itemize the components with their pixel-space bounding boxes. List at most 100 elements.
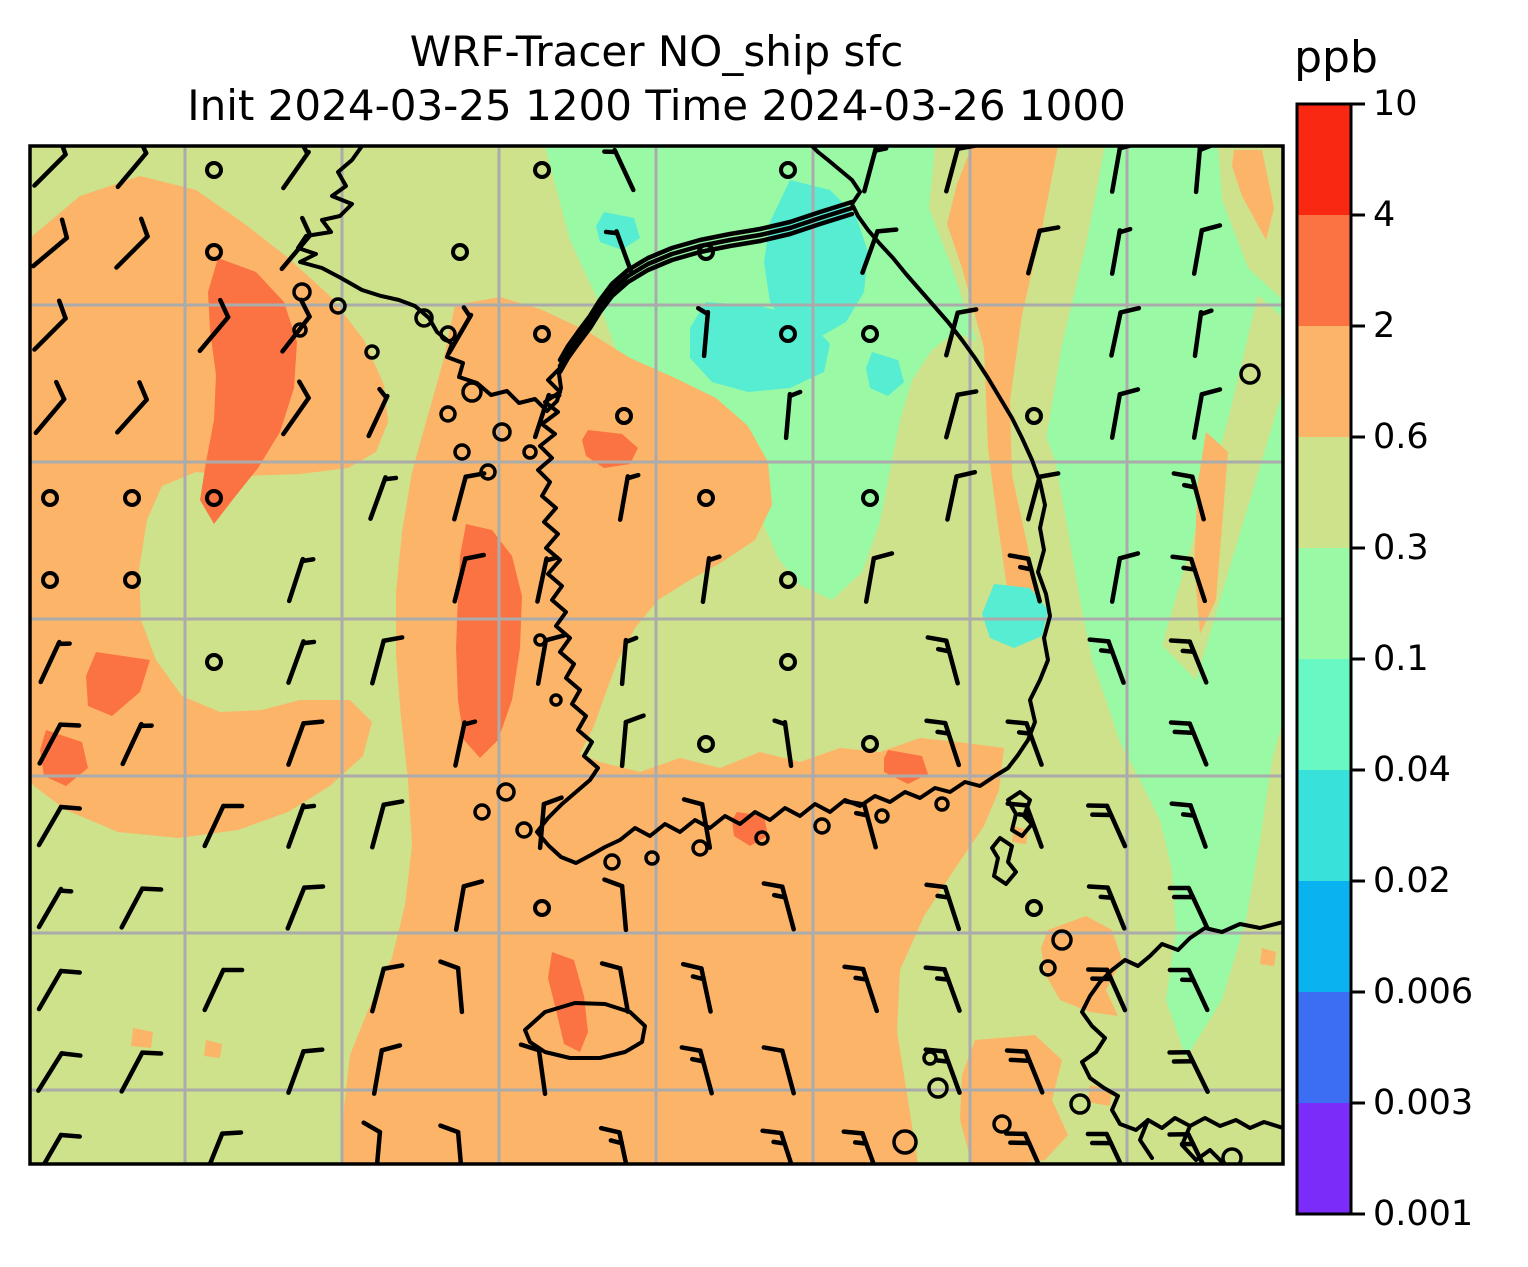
barb-staff — [36, 1051, 64, 1093]
barb-half — [1098, 894, 1115, 901]
barb-staff — [115, 150, 149, 190]
barb-staff — [370, 638, 386, 686]
wind-barb-icon — [842, 964, 880, 1014]
barb-staff — [1106, 639, 1126, 685]
island-outline — [603, 853, 621, 871]
barb-staff — [452, 556, 468, 604]
barb-staff — [942, 884, 962, 932]
barb-half — [545, 393, 562, 400]
barb-staff — [1104, 1131, 1128, 1164]
colorbar-segment — [1297, 215, 1351, 327]
region-cyan-estuary-north — [764, 180, 868, 338]
barb-staff — [286, 803, 306, 849]
barb-staff — [30, 235, 70, 269]
colorbar-segment — [1297, 881, 1351, 993]
barb-half — [934, 1058, 951, 1064]
wind-barb-icon — [1109, 387, 1141, 440]
colorbar-segment — [1297, 992, 1351, 1104]
region-orange-dot-sw1 — [204, 1040, 222, 1058]
wind-barb-icon — [286, 556, 316, 604]
wind-barb-icon — [1191, 387, 1223, 440]
barb-full — [1167, 885, 1191, 891]
barb-staff — [944, 392, 960, 440]
barb-staff — [860, 1131, 880, 1164]
barb-staff — [778, 1130, 798, 1164]
barb-full — [1090, 976, 1114, 982]
calm-wind-icon — [123, 489, 141, 507]
coast-jeju — [523, 1001, 647, 1060]
barb-half — [872, 146, 889, 153]
barb-full — [955, 389, 979, 397]
wind-barb-icon — [120, 721, 154, 767]
barb-staff — [698, 1048, 714, 1096]
barb-staff — [945, 474, 959, 522]
wind-barb-icon — [36, 1132, 82, 1164]
barb-full — [1085, 1131, 1109, 1137]
barb-full — [219, 1130, 244, 1136]
barb-half — [299, 557, 316, 564]
barb-staff — [614, 229, 634, 275]
barb-half — [625, 472, 641, 481]
wind-barb-icon — [862, 146, 889, 194]
island-outline — [364, 344, 380, 360]
region-orange-dot-e — [1260, 948, 1276, 966]
barb-staff — [1022, 1131, 1046, 1164]
barb-staff — [115, 397, 149, 435]
barb-full — [760, 1128, 784, 1136]
wind-barb-icon — [1026, 471, 1061, 522]
barb-full — [137, 380, 149, 402]
barb-half — [853, 975, 869, 982]
barb-staff — [1186, 967, 1210, 1013]
barb-full — [1117, 387, 1141, 397]
calm-wind-icon — [41, 489, 59, 507]
barb-full — [1005, 719, 1029, 726]
island-outline — [691, 839, 709, 857]
calm-wind-icon — [1025, 407, 1043, 425]
calm-wind-icon — [205, 161, 223, 179]
calm-wind-icon — [123, 571, 141, 589]
barb-full — [140, 886, 164, 892]
barb-half — [1016, 730, 1033, 736]
barb-full — [59, 1051, 83, 1058]
barb-full — [602, 877, 625, 889]
region-orange-dot-sw2 — [131, 1028, 153, 1048]
wind-barb-icon — [452, 552, 487, 604]
barb-staff — [862, 146, 878, 194]
wind-barb-icon — [700, 554, 722, 605]
dmz-border-line — [557, 199, 855, 363]
wind-barb-icon — [36, 1051, 83, 1093]
island-outline — [754, 830, 770, 846]
wind-barb-icon — [945, 469, 978, 522]
colorbar-tick-label: 0.3 — [1373, 528, 1429, 568]
barb-full — [138, 216, 150, 239]
barb-full — [954, 469, 978, 479]
barb-half — [603, 229, 620, 236]
coastlines — [292, 146, 1283, 1164]
barb-staff — [37, 722, 63, 766]
wind-barb-icon — [119, 886, 164, 930]
wind-barb-icon — [1109, 226, 1133, 276]
barb-half — [299, 146, 310, 156]
region-cyan-estuary-south — [690, 302, 830, 392]
barb-half — [689, 1056, 706, 1064]
island-outline — [329, 297, 347, 315]
barb-staff — [36, 1132, 64, 1164]
barb-staff — [286, 721, 306, 767]
wind-barb-icon — [602, 147, 636, 193]
barb-staff — [453, 884, 467, 932]
barb-full — [1199, 387, 1223, 397]
wind-barb-icon — [1167, 885, 1210, 931]
barb-full — [518, 1042, 542, 1053]
wind-barb-icon — [1167, 1131, 1210, 1164]
barb-half — [1016, 812, 1033, 818]
barb-full — [923, 1047, 947, 1054]
barb-staff — [1105, 885, 1127, 931]
barb-full — [1087, 637, 1111, 644]
wind-barb-icon — [202, 803, 245, 849]
island-outline — [492, 422, 512, 442]
barb-full — [54, 379, 67, 402]
wind-barb-icon — [603, 229, 634, 275]
calm-wind-icon — [779, 325, 797, 343]
barb-staff — [942, 1049, 962, 1095]
wind-barb-icon — [114, 216, 150, 270]
